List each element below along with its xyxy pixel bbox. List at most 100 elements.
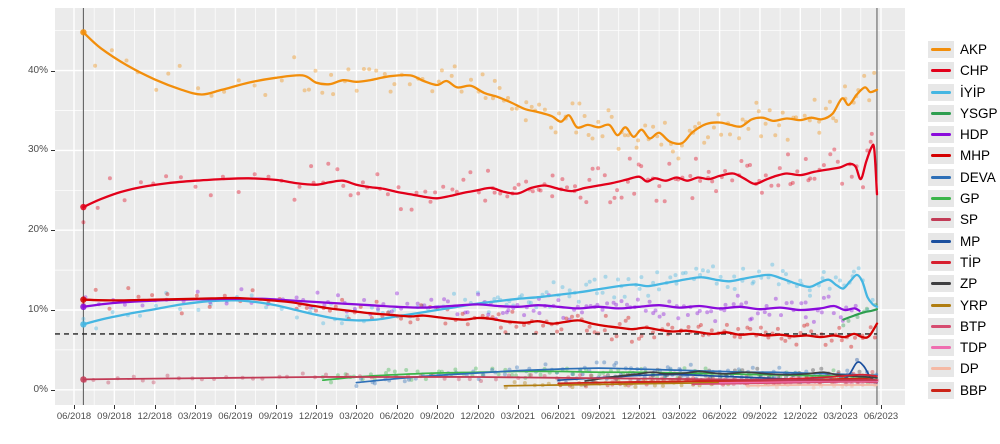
- x-tick-mark: [598, 405, 600, 409]
- legend-color-swatch: [931, 239, 951, 243]
- y-tick-mark: [51, 389, 55, 391]
- trend-line-BBP: [557, 377, 878, 385]
- y-tick-mark: [51, 70, 55, 72]
- legend-color-swatch: [931, 324, 951, 328]
- legend-key-box: [928, 147, 954, 165]
- x-tick-label: 12/2022: [783, 411, 818, 422]
- legend-key-box: [928, 339, 954, 357]
- legend-item-TİP: TİP: [928, 253, 998, 271]
- x-tick-label: 09/2020: [419, 411, 455, 422]
- legend-label: BBP: [960, 382, 988, 398]
- x-tick-label: 12/2020: [460, 411, 495, 422]
- legend-color-swatch: [931, 303, 951, 307]
- x-tick-mark: [316, 405, 318, 409]
- x-tick-mark: [437, 405, 439, 409]
- legend-label: HDP: [960, 127, 989, 143]
- legend-key-box: [928, 275, 954, 293]
- legend-color-swatch: [931, 388, 951, 392]
- trend-line-DP: [745, 384, 878, 387]
- legend-color-swatch: [931, 346, 951, 350]
- trend-line-İYİP: [82, 273, 879, 326]
- gridlines: [55, 8, 905, 405]
- legend-key-box: [928, 232, 954, 250]
- y-tick-label: 10%: [27, 304, 48, 315]
- trend-line-ZP: [584, 370, 878, 382]
- legend-label: YRP: [960, 297, 988, 313]
- legend-color-swatch: [931, 90, 951, 94]
- legend-key-box: [928, 62, 954, 80]
- trend-line-BTP: [691, 380, 878, 386]
- legend-item-DEVA: DEVA: [928, 168, 998, 186]
- legend-item-DP: DP: [928, 360, 998, 378]
- legend-key-box: [928, 190, 954, 208]
- legend-item-CHP: CHP: [928, 62, 998, 80]
- legend-color-swatch: [931, 48, 951, 51]
- trend-lines: [82, 31, 879, 387]
- legend-key-box: [928, 360, 954, 378]
- legend-item-ZP: ZP: [928, 275, 998, 293]
- series-start-dots: [80, 29, 87, 383]
- legend-key-box: [928, 253, 954, 271]
- x-tick-mark: [558, 405, 560, 409]
- legend-label: BTP: [960, 318, 987, 334]
- x-tick-label: 06/2020: [379, 411, 414, 422]
- legend-item-BBP: BBP: [928, 381, 998, 399]
- x-tick-label: 03/2020: [339, 411, 374, 422]
- trend-line-DEVA: [355, 367, 878, 384]
- legend-key-box: [928, 381, 954, 399]
- x-tick-label: 09/2022: [742, 411, 778, 422]
- legend-label: GP: [960, 191, 980, 207]
- x-tick-mark: [881, 405, 882, 409]
- x-tick-label: 09/2021: [581, 411, 616, 422]
- x-tick-mark: [195, 405, 197, 409]
- legend-key-box: [928, 83, 954, 101]
- legend-label: AKP: [960, 42, 988, 57]
- plot-panel: [55, 8, 905, 405]
- legend-label: ZP: [960, 276, 978, 292]
- legend-label: TDP: [960, 340, 987, 356]
- x-tick-mark: [396, 405, 398, 409]
- legend-key-box: [928, 126, 954, 144]
- legend-item-SP: SP: [928, 211, 998, 229]
- x-tick-label: 03/2022: [662, 411, 697, 422]
- y-tick-label: 40%: [27, 64, 48, 76]
- x-tick-label: 09/2018: [97, 411, 132, 422]
- trend-line-MHP: [82, 296, 879, 339]
- x-tick-label: 12/2019: [298, 411, 334, 422]
- y-tick-mark: [51, 230, 55, 232]
- x-tick-mark: [235, 405, 237, 409]
- legend: AKP CHP İYİP YSGP HDP MHP DEVA GP SP MP TİP ZP YRP BT…: [928, 41, 998, 403]
- x-tick-mark: [356, 405, 358, 409]
- y-tick-label: 0%: [33, 383, 48, 395]
- legend-key-box: [928, 41, 954, 58]
- legend-item-MP: MP: [928, 232, 998, 250]
- x-tick-label: 06/2018: [56, 411, 92, 422]
- legend-color-swatch: [931, 111, 951, 115]
- legend-label: CHP: [960, 63, 989, 79]
- y-tick-mark: [51, 150, 55, 152]
- legend-key-box: [928, 168, 954, 186]
- x-tick-mark: [154, 405, 156, 409]
- x-tick-mark: [840, 405, 842, 409]
- legend-item-MHP: MHP: [928, 147, 998, 165]
- legend-color-swatch: [931, 154, 951, 158]
- legend-item-GP: GP: [928, 190, 998, 208]
- y-tick-mark: [51, 310, 55, 311]
- legend-item-İYİP: İYİP: [928, 83, 998, 101]
- legend-item-HDP: HDP: [928, 126, 998, 144]
- legend-color-swatch: [931, 367, 951, 371]
- x-tick-label: 12/2018: [137, 411, 172, 422]
- trend-line-YSGP: [842, 308, 879, 321]
- legend-color-swatch: [931, 133, 951, 137]
- election-marker-lines: [82, 8, 878, 405]
- legend-color-swatch: [931, 69, 951, 73]
- x-tick-mark: [517, 405, 519, 409]
- legend-label: SP: [960, 212, 979, 228]
- legend-item-YRP: YRP: [928, 296, 998, 314]
- legend-key-box: [928, 211, 954, 229]
- y-tick-label: 20%: [27, 224, 48, 236]
- x-tick-mark: [477, 405, 479, 409]
- x-tick-mark: [638, 405, 640, 409]
- legend-key-box: [928, 296, 954, 314]
